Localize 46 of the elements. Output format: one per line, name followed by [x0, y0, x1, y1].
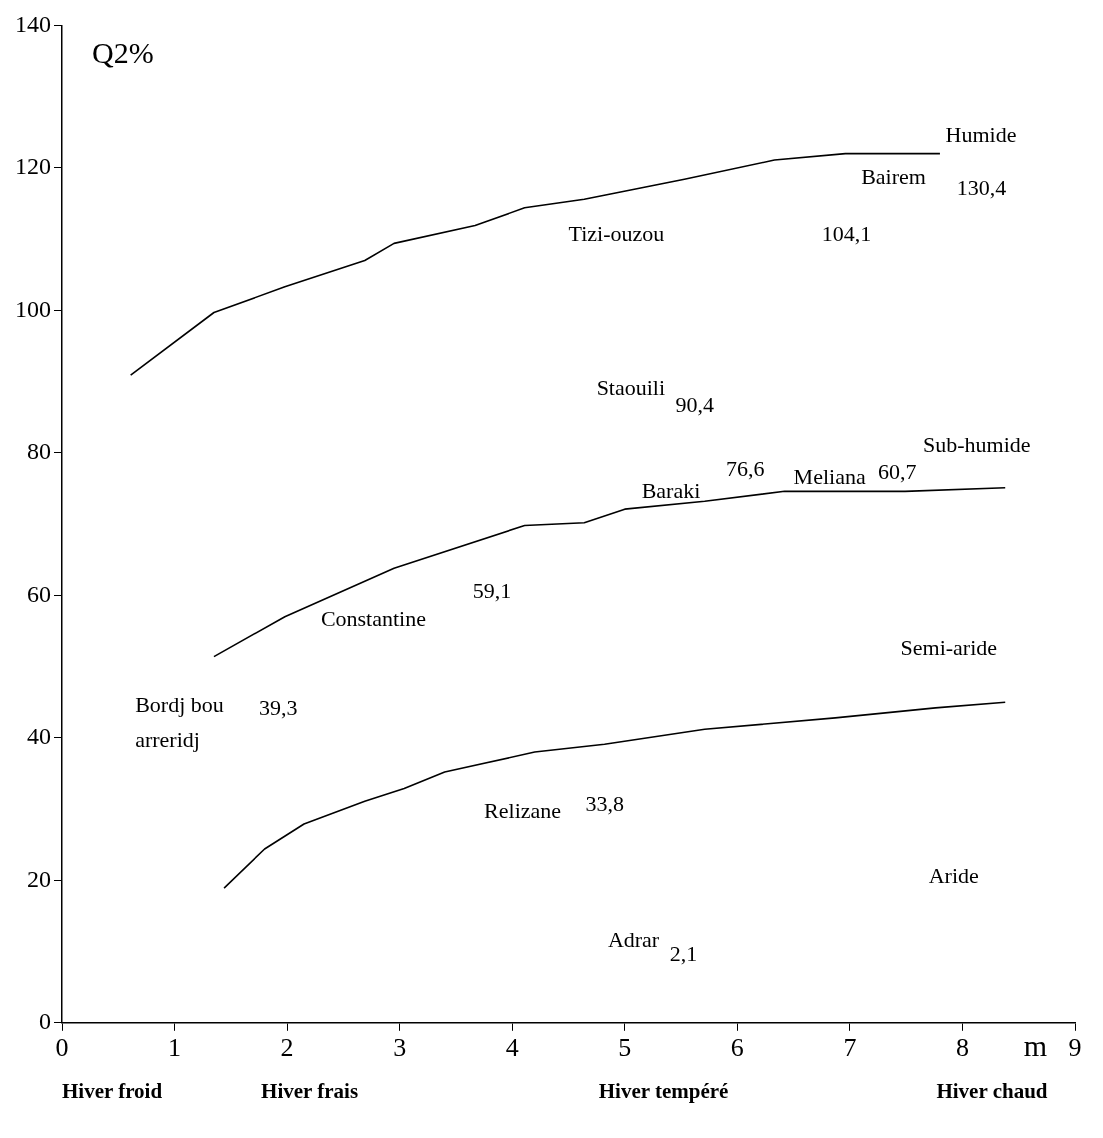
x-tick-label: 3 [393, 1033, 407, 1063]
annotation: 130,4 [956, 175, 1007, 201]
x-tick-label: 6 [730, 1033, 744, 1063]
text: Hiver chaud [936, 1079, 1048, 1104]
annotation: Staouili [596, 374, 666, 400]
annotation: Bordj bou [135, 691, 224, 717]
annotation: Sub-humide [923, 431, 1031, 457]
y-tick-label: 20 [27, 865, 51, 892]
annotation: 33,8 [585, 791, 624, 817]
text: Hiver tempéré [598, 1079, 729, 1104]
y-tick-label: 100 [15, 295, 51, 322]
x-tick-label: 9 [1068, 1033, 1082, 1063]
annotation: Adrar [607, 926, 660, 952]
y-tick-label: 0 [39, 1008, 51, 1035]
annotation: Semi-aride [900, 634, 998, 660]
annotation: Meliana [793, 463, 866, 489]
annotation: 76,6 [726, 456, 765, 482]
x-tick-label: 5 [618, 1033, 632, 1063]
x-tick-label: 1 [168, 1033, 182, 1063]
text: Hiver frais [261, 1079, 359, 1104]
y-tick-label: 140 [15, 10, 51, 37]
annotation: Tizi-ouzou [568, 221, 665, 247]
annotation: Constantine [320, 606, 426, 632]
annotation: 90,4 [675, 392, 714, 418]
annotation: 39,3 [258, 695, 298, 721]
annotation: 2,1 [669, 940, 698, 966]
y-tick-label: 80 [27, 438, 51, 465]
y-tick-label: 60 [27, 580, 51, 607]
annotation: 104,1 [821, 221, 872, 247]
y-axis-title: Q2% [92, 36, 154, 70]
y-tick-label: 120 [15, 153, 51, 180]
text: Hiver froid [62, 1079, 163, 1104]
x-tick-label: 2 [280, 1033, 294, 1063]
annotation: Aride [928, 862, 979, 888]
annotation: Humide [945, 121, 1017, 147]
x-tick-label: 8 [955, 1033, 969, 1063]
annotation: Relizane [484, 798, 562, 824]
x-tick-label: 7 [843, 1033, 857, 1063]
annotation: 59,1 [472, 577, 512, 603]
annotation: Bairem [861, 164, 926, 190]
annotation: arreridj [135, 727, 200, 753]
x-axis-title: m [1023, 1028, 1047, 1062]
annotation: 60,7 [878, 458, 917, 484]
x-tick-label: 4 [505, 1033, 519, 1063]
y-tick-label: 40 [27, 723, 51, 750]
annotation: Baraki [641, 477, 701, 503]
